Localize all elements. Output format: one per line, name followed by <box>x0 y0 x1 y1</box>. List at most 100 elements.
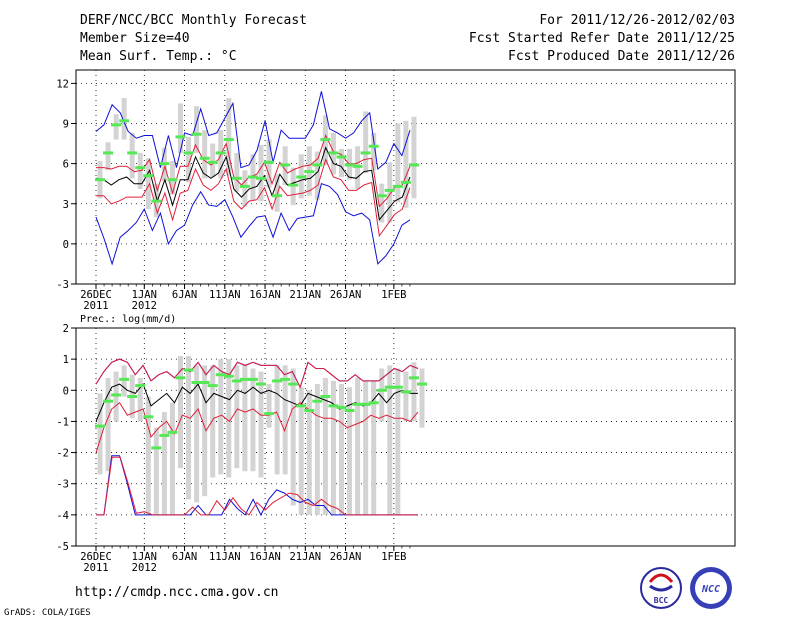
x-tick-year: 2011 <box>83 300 108 312</box>
sd-upper-line <box>95 358 419 389</box>
ensemble-bar <box>395 123 401 203</box>
median-marker <box>320 395 331 399</box>
median-marker <box>368 144 379 148</box>
ncc-logo-text: NCC <box>701 584 720 595</box>
ensemble-bar <box>306 390 312 515</box>
ensemble-bar <box>105 377 111 472</box>
median-marker <box>264 412 275 416</box>
median-marker <box>143 415 154 419</box>
ensemble-bar <box>153 427 159 515</box>
median-marker <box>304 170 315 174</box>
y-tick-label: 0 <box>63 239 69 251</box>
y-tick-label: -4 <box>56 510 69 522</box>
x-tick-year: 2012 <box>132 300 157 312</box>
median-marker <box>247 377 258 381</box>
ensemble-bar <box>234 152 240 192</box>
median-marker <box>376 388 387 392</box>
median-marker <box>215 151 226 155</box>
ensemble-bar <box>355 377 361 515</box>
median-marker <box>199 156 210 160</box>
y-tick-label: 3 <box>63 199 69 211</box>
ensemble-bar <box>169 160 175 195</box>
median-marker <box>344 409 355 413</box>
ensemble-bar <box>202 130 208 179</box>
ensemble-bar <box>137 377 143 422</box>
ensemble-bar <box>250 368 256 472</box>
x-tick-label: 21JAN <box>289 289 321 301</box>
x-tick-label: 21JAN <box>289 551 321 563</box>
median-marker <box>103 151 114 155</box>
max-line <box>95 91 411 170</box>
y-tick-label: 12 <box>56 78 69 90</box>
median-marker <box>159 433 170 437</box>
median-marker <box>344 163 355 167</box>
min-line <box>96 455 418 517</box>
ensemble-bar <box>121 98 127 140</box>
median-marker <box>223 138 234 142</box>
median-marker <box>135 384 146 388</box>
median-marker <box>336 405 347 409</box>
ensemble-bar <box>113 114 119 140</box>
median-marker <box>127 395 138 399</box>
min-line <box>95 183 411 266</box>
ensemble-bar <box>371 132 377 171</box>
y-tick-label: -1 <box>56 416 69 428</box>
x-tick-label: 1JAN <box>132 289 157 301</box>
y-tick-label: -3 <box>56 279 69 291</box>
x-tick-label: 26DEC <box>80 551 112 563</box>
median-marker <box>239 184 250 188</box>
median-marker <box>312 399 323 403</box>
median-marker <box>175 135 186 139</box>
ensemble-bar <box>161 412 167 515</box>
median-marker <box>320 138 331 142</box>
median-marker <box>103 399 114 403</box>
chart-title: DERF/NCC/BCC Monthly Forecast <box>80 13 307 28</box>
sd-lower-line <box>95 401 419 453</box>
median-marker <box>288 382 299 386</box>
ensemble-bar <box>145 396 151 515</box>
ensemble-bar <box>121 365 127 397</box>
y-tick-label: 1 <box>63 354 69 366</box>
ensemble-bar <box>194 365 200 503</box>
x-tick-label: 26JAN <box>330 551 362 563</box>
median-marker <box>239 377 250 381</box>
median-marker <box>151 199 162 203</box>
fcst-started: Fcst Started Refer Date 2011/12/25 <box>469 31 735 46</box>
median-marker <box>167 178 178 182</box>
ensemble-bar <box>97 393 103 475</box>
median-marker <box>256 176 266 180</box>
median-marker <box>328 151 339 155</box>
median-marker <box>256 382 266 386</box>
median-marker <box>191 132 202 136</box>
median-marker <box>264 160 275 164</box>
y-tick-label: 2 <box>63 323 69 335</box>
median-marker <box>408 163 419 167</box>
x-tick-label: 1FEB <box>381 551 406 563</box>
median-marker <box>191 381 202 384</box>
x-tick-label: 26JAN <box>330 289 362 301</box>
x-tick-label: 16JAN <box>249 289 281 301</box>
member-size: Member Size=40 <box>80 31 190 46</box>
median-marker <box>288 183 299 187</box>
source-url[interactable]: http://cmdp.ncc.cma.gov.cn <box>75 585 279 600</box>
y-tick-label: 0 <box>63 385 69 397</box>
x-tick-label: 6JAN <box>172 551 197 563</box>
median-marker <box>272 379 283 383</box>
median-marker <box>223 374 234 378</box>
mean-line <box>95 146 411 221</box>
ensemble-bar <box>363 111 369 173</box>
ensemble-bar <box>330 380 336 515</box>
ensemble-bar <box>339 148 344 177</box>
median-marker <box>143 174 154 178</box>
x-tick-label: 26DEC <box>80 289 112 301</box>
median-marker <box>392 385 403 389</box>
y-tick-label: 9 <box>63 119 69 131</box>
plot-frame <box>75 327 736 547</box>
ensemble-bar <box>169 402 175 515</box>
ensemble-bar <box>226 98 232 176</box>
y-tick-label: 6 <box>63 159 69 171</box>
ensemble-bar <box>282 365 288 475</box>
